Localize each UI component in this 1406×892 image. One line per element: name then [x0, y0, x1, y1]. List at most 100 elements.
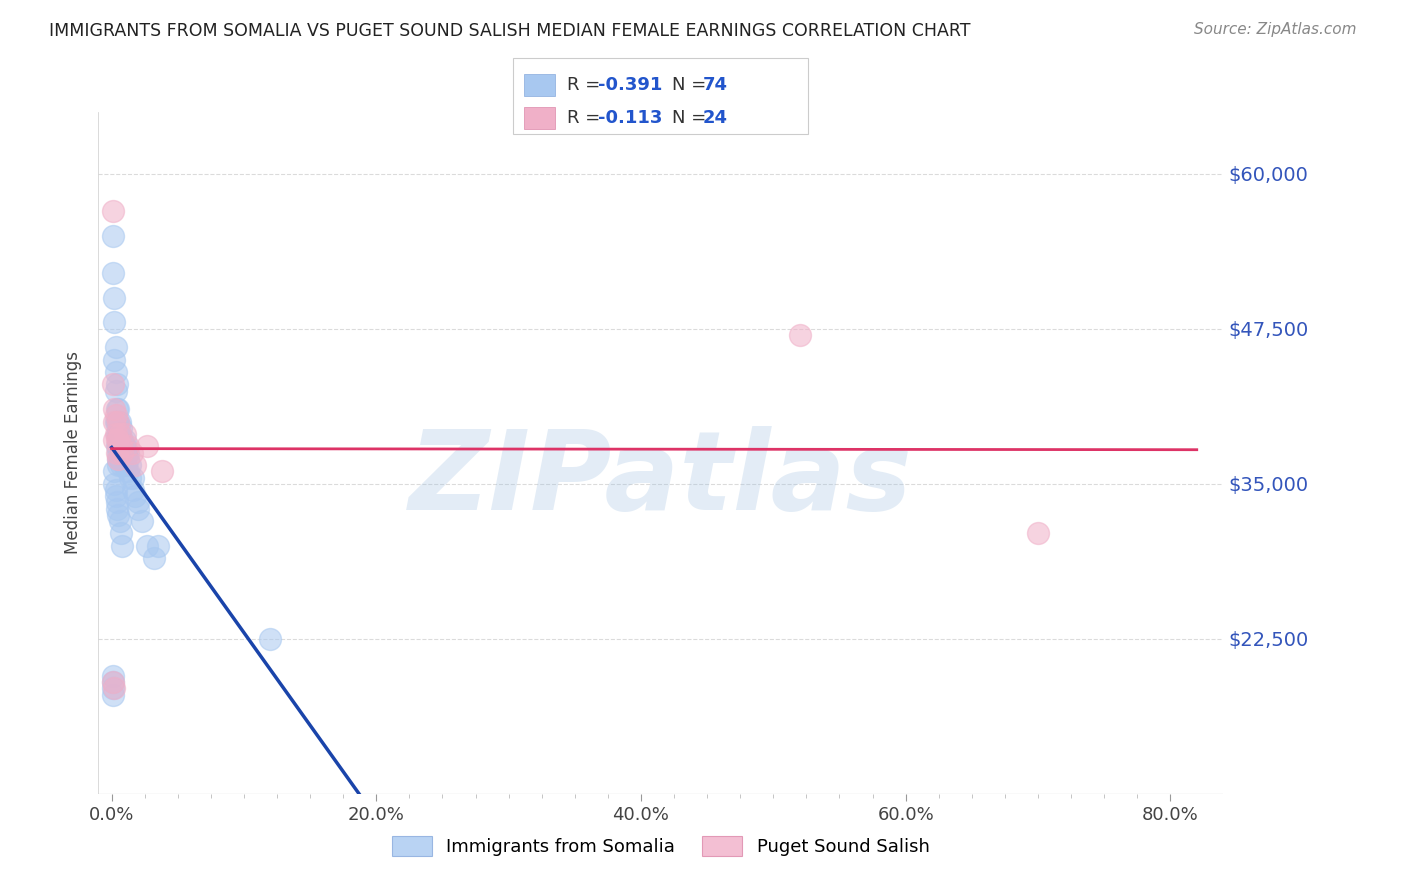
Point — [104, 483, 127, 497]
Point — [117, 440, 139, 454]
Point — [101, 228, 124, 243]
Point — [121, 470, 143, 484]
Point — [111, 539, 134, 553]
Point — [114, 427, 136, 442]
Point — [111, 445, 134, 460]
Point — [105, 377, 128, 392]
Point — [124, 489, 146, 503]
Point — [105, 501, 128, 516]
Point — [107, 451, 129, 466]
Point — [105, 495, 128, 509]
Point — [143, 551, 166, 566]
Point — [112, 458, 135, 472]
Point — [110, 458, 132, 472]
Point — [108, 427, 131, 442]
Point — [103, 315, 125, 329]
Point — [112, 445, 135, 460]
Point — [104, 409, 127, 423]
Text: R =: R = — [567, 76, 606, 94]
Point — [104, 489, 127, 503]
Point — [107, 415, 129, 429]
Text: IMMIGRANTS FROM SOMALIA VS PUGET SOUND SALISH MEDIAN FEMALE EARNINGS CORRELATION: IMMIGRANTS FROM SOMALIA VS PUGET SOUND S… — [49, 22, 970, 40]
Point — [117, 451, 139, 466]
Point — [127, 495, 149, 509]
Point — [108, 440, 131, 454]
Point — [111, 434, 134, 448]
Point — [101, 377, 124, 392]
Point — [110, 421, 132, 435]
Point — [110, 440, 132, 454]
Point — [115, 445, 138, 460]
Point — [104, 384, 127, 398]
Point — [110, 434, 132, 448]
Point — [103, 352, 125, 367]
Point — [115, 458, 138, 472]
Point — [114, 445, 136, 460]
Point — [107, 402, 129, 417]
Text: 24: 24 — [703, 109, 728, 127]
Point — [101, 675, 124, 690]
Point — [105, 445, 128, 460]
Point — [117, 445, 139, 460]
Point — [105, 402, 128, 417]
Point — [104, 415, 127, 429]
Point — [103, 476, 125, 491]
Text: -0.113: -0.113 — [598, 109, 662, 127]
Point — [105, 440, 128, 454]
Point — [107, 451, 129, 466]
Point — [1026, 526, 1049, 541]
Point — [105, 415, 128, 429]
Point — [131, 514, 153, 528]
Point — [114, 451, 136, 466]
Point — [101, 681, 124, 696]
Point — [146, 539, 169, 553]
Text: N =: N = — [672, 76, 711, 94]
Point — [103, 434, 125, 448]
Point — [104, 340, 127, 354]
Point — [101, 675, 124, 690]
Y-axis label: Median Female Earnings: Median Female Earnings — [65, 351, 83, 554]
Point — [103, 681, 125, 696]
Legend: Immigrants from Somalia, Puget Sound Salish: Immigrants from Somalia, Puget Sound Sal… — [385, 829, 936, 863]
Point — [108, 451, 131, 466]
Point — [105, 434, 128, 448]
Point — [120, 470, 142, 484]
Point — [124, 458, 146, 472]
Point — [136, 539, 159, 553]
Point — [120, 458, 142, 472]
Point — [107, 508, 129, 522]
Text: ZIPatlas: ZIPatlas — [409, 426, 912, 533]
Point — [108, 514, 131, 528]
Point — [101, 688, 124, 702]
Point — [110, 445, 132, 460]
Point — [136, 440, 159, 454]
Point — [112, 440, 135, 454]
Point — [111, 440, 134, 454]
Point — [104, 365, 127, 379]
Point — [101, 203, 124, 218]
Point — [107, 434, 129, 448]
Point — [127, 501, 149, 516]
Point — [107, 427, 129, 442]
Point — [108, 427, 131, 442]
Point — [107, 458, 129, 472]
Point — [111, 451, 134, 466]
Point — [107, 415, 129, 429]
Point — [103, 464, 125, 478]
Point — [114, 434, 136, 448]
Point — [101, 669, 124, 683]
Point — [150, 464, 173, 478]
Point — [104, 427, 127, 442]
Point — [259, 632, 281, 646]
Text: 74: 74 — [703, 76, 728, 94]
Point — [107, 440, 129, 454]
Point — [103, 402, 125, 417]
Point — [105, 427, 128, 442]
Point — [103, 415, 125, 429]
Text: N =: N = — [672, 109, 711, 127]
Point — [121, 483, 143, 497]
Point — [110, 526, 132, 541]
Point — [108, 415, 131, 429]
Point — [110, 440, 132, 454]
Point — [103, 291, 125, 305]
